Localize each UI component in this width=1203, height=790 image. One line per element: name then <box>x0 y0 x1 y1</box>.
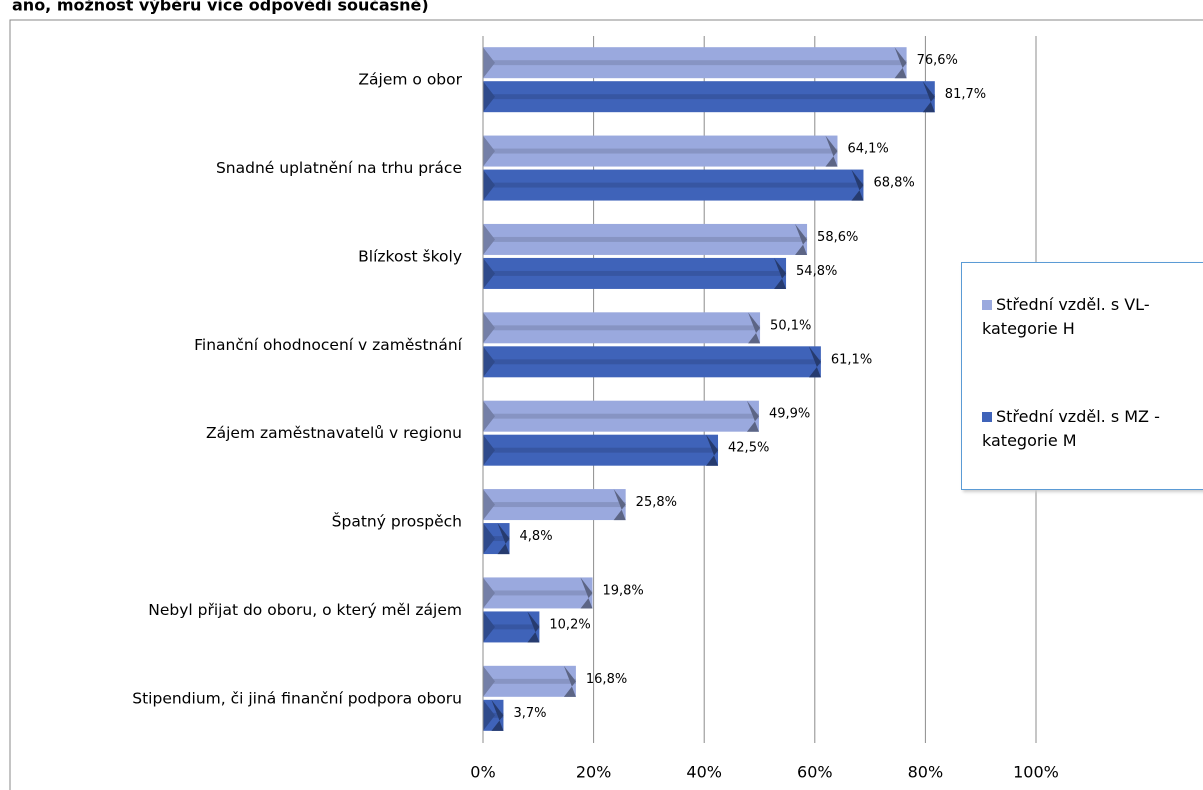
bar <box>483 611 540 643</box>
data-label: 54,8% <box>796 264 837 279</box>
data-label: 3,7% <box>513 706 546 721</box>
x-tick-label: 0% <box>470 763 495 782</box>
data-label: 76,6% <box>917 53 958 68</box>
legend-label: Střední vzděl. s VL-kategorie H <box>982 295 1150 338</box>
data-label: 42,5% <box>728 441 769 456</box>
legend-swatch <box>982 300 992 310</box>
bar <box>483 346 821 378</box>
legend-entry: Střední vzděl. s VL-kategorie H <box>982 293 1182 341</box>
legend-swatch <box>982 412 992 422</box>
data-label: 4,8% <box>520 529 553 544</box>
x-tick-label: 20% <box>576 763 612 782</box>
bar <box>483 257 787 289</box>
bar <box>483 577 593 609</box>
data-label: 19,8% <box>602 583 643 598</box>
legend-entry: Střední vzděl. s MZ - kategorie M <box>982 405 1182 453</box>
x-tick-label: 80% <box>908 763 944 782</box>
bar <box>483 223 808 255</box>
data-label: 25,8% <box>636 495 677 510</box>
bar <box>483 665 576 697</box>
legend: Střední vzděl. s VL-kategorie H Střední v… <box>961 262 1203 490</box>
y-tick-label: Špatný prospěch <box>332 512 462 531</box>
bar <box>483 434 719 466</box>
legend-label: Střední vzděl. s MZ - kategorie M <box>982 407 1160 450</box>
data-label: 16,8% <box>586 672 627 687</box>
bar <box>483 169 864 201</box>
y-tick-label: Zájem o obor <box>358 71 462 89</box>
y-tick-label: Blízkost školy <box>358 247 462 265</box>
data-label: 50,1% <box>770 318 811 333</box>
bar <box>483 81 935 113</box>
bar <box>483 400 759 432</box>
data-label: 61,1% <box>831 352 872 367</box>
chart-title: ano, možnost výběru více odpovědí součas… <box>12 0 429 15</box>
chart-frame <box>9 19 1203 790</box>
data-label: 64,1% <box>847 142 888 157</box>
bar <box>483 489 626 521</box>
y-tick-label: Snadné uplatnění na trhu práce <box>216 159 462 177</box>
bar <box>483 312 761 344</box>
y-tick-label: Zájem zaměstnavatelů v regionu <box>206 424 462 442</box>
bar <box>483 47 907 79</box>
bar <box>483 135 838 167</box>
bar <box>483 699 504 731</box>
data-label: 68,8% <box>873 176 914 191</box>
x-tick-label: 60% <box>797 763 833 782</box>
data-label: 10,2% <box>549 617 590 632</box>
y-tick-label: Stipendium, či jiná finanční podpora obo… <box>132 689 462 707</box>
y-tick-label: Finanční ohodnocení v zaměstnání <box>194 336 463 354</box>
data-label: 81,7% <box>945 87 986 102</box>
x-tick-label: 40% <box>686 763 722 782</box>
data-label: 49,9% <box>769 407 810 422</box>
x-tick-label: 100% <box>1013 763 1059 782</box>
data-label: 58,6% <box>817 230 858 245</box>
bar <box>483 523 510 555</box>
y-tick-label: Nebyl přijat do oboru, o který měl zájem <box>148 601 462 619</box>
